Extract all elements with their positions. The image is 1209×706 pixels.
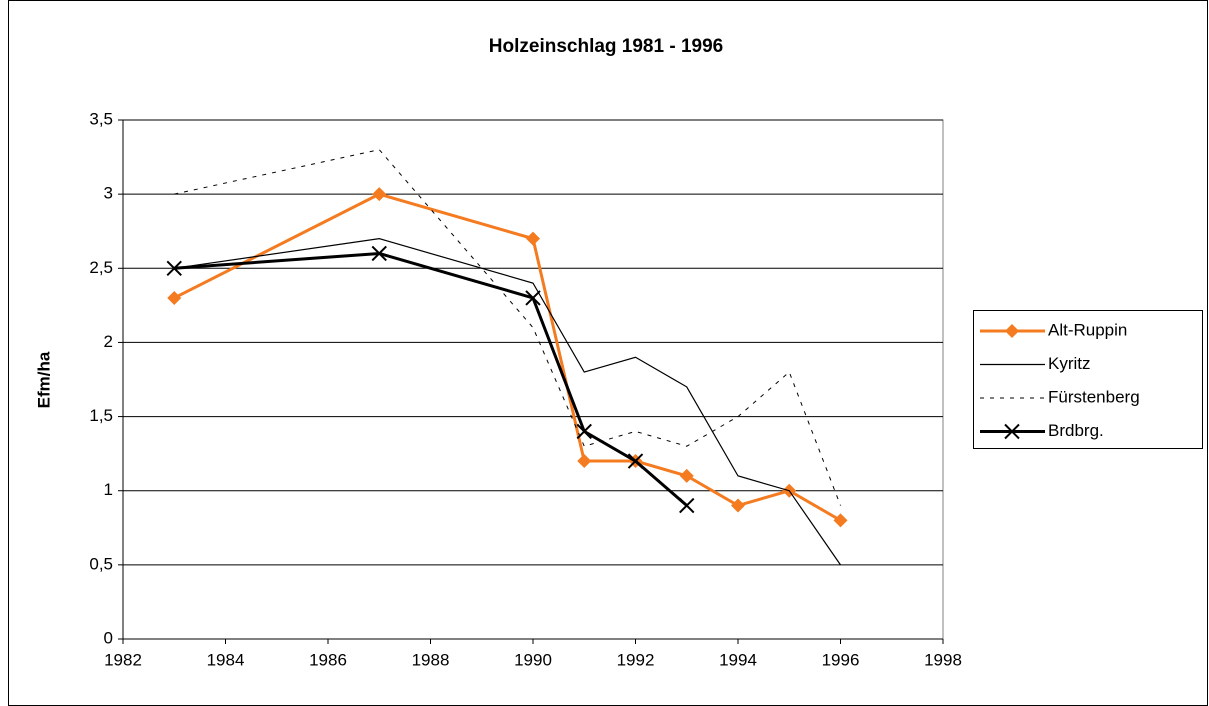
x-tick-label: 1982 [104,650,142,669]
marker [1005,324,1019,338]
legend-label: Kyritz [1048,354,1091,373]
series-line [174,251,688,507]
y-tick-label: 0 [104,628,113,647]
y-axis-label: Efm/ha [34,351,53,408]
y-tick-label: 2,5 [89,258,113,277]
marker [166,260,182,276]
chart-title: Holzeinschlag 1981 - 1996 [489,36,723,57]
series-line [174,238,841,566]
x-tick-label: 1988 [412,650,450,669]
marker [577,454,592,469]
y-tick-label: 2 [104,332,113,351]
marker [371,245,387,262]
marker [167,290,182,305]
x-tick-label: 1996 [822,650,860,669]
y-tick-label: 3 [104,184,113,203]
plot-area [122,119,944,640]
x-tick-label: 1986 [309,650,347,669]
x-tick-label: 1998 [924,650,962,669]
legend-label: Brdbrg. [1048,421,1104,440]
marker [525,290,541,306]
x-tick-label: 1984 [207,650,245,669]
marker [731,498,745,513]
marker [576,423,592,440]
marker [679,497,695,514]
x-tick-label: 1990 [514,650,552,669]
marker [526,231,540,246]
marker [833,513,848,528]
y-tick-label: 1,5 [89,406,113,425]
marker [1004,423,1020,440]
marker [627,453,644,469]
y-tick-label: 1 [104,480,113,499]
y-tick-label: 0,5 [89,554,113,573]
legend-label: Fürstenberg [1048,387,1140,406]
x-tick-label: 1994 [719,650,757,669]
x-tick-label: 1992 [617,650,655,669]
legend-label: Alt-Ruppin [1048,320,1127,339]
y-tick-label: 3,5 [89,109,113,128]
marker [679,468,694,483]
marker [372,187,387,202]
